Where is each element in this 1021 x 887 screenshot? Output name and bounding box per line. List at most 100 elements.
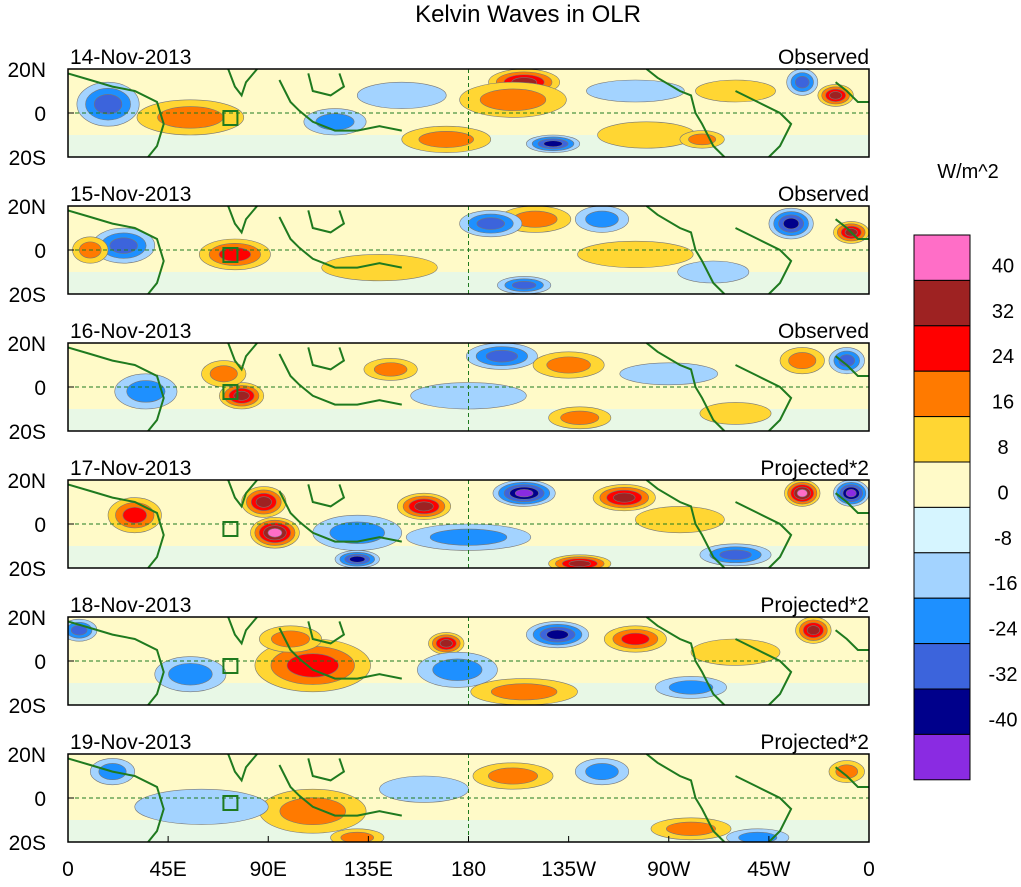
colorbar-tick-label: 0 [997, 482, 1008, 504]
y-tick-label: 0 [34, 240, 46, 263]
coastline [645, 754, 726, 842]
anomaly-contour [783, 217, 800, 230]
y-tick-label: 20N [7, 470, 46, 493]
colorbar-swatch [913, 643, 971, 690]
map-panel: 20N 0 20S 14-Nov-2013 Observed [7, 46, 870, 170]
colorbar-tick-label: 32 [992, 301, 1014, 323]
x-tick-label: 135W [541, 858, 596, 881]
anomaly-contour [795, 76, 810, 89]
panel-kind: Observed [778, 46, 869, 69]
region-box [222, 110, 239, 126]
colorbar-tick-label: 24 [992, 346, 1014, 368]
anomaly-contour [255, 496, 272, 508]
coastline [834, 629, 869, 651]
coastlines [68, 480, 869, 568]
colorbar-swatch [913, 461, 971, 508]
coastline [645, 480, 726, 568]
coastline [225, 617, 258, 646]
x-tick-label: 45E [149, 858, 186, 881]
y-tick-label: 20N [7, 744, 46, 767]
y-tick-label: 0 [34, 514, 46, 537]
y-tick-label: 20N [7, 59, 46, 82]
coastline [645, 617, 726, 705]
map-panel: 20N 0 20S 15-Nov-2013 Observed [7, 183, 870, 307]
anomaly-contour [738, 831, 778, 842]
anomaly-contour [418, 130, 474, 148]
anomaly-contour [432, 658, 483, 681]
colorbar-swatch [913, 234, 971, 281]
anomaly-contour [315, 113, 355, 131]
colorbar-tick-label: 16 [992, 392, 1014, 414]
anomaly-contour [668, 680, 714, 695]
coastline [834, 81, 869, 103]
coastline [307, 73, 346, 97]
anomaly-field [68, 206, 869, 294]
coastline [225, 69, 258, 98]
map-panel: 20N 0 20S 19-Nov-2013 Projected*2 [7, 731, 870, 855]
colorbar-tick-label: -8 [994, 528, 1012, 550]
colorbar-swatch [913, 733, 971, 781]
anomaly-contour [134, 788, 269, 825]
x-tick-label: 180 [451, 858, 486, 881]
y-tick-label: 0 [34, 651, 46, 674]
anomaly-contour [838, 354, 855, 367]
colorbar-swatch [913, 688, 971, 735]
anomaly-contour [560, 410, 600, 425]
y-tick-label: 0 [34, 103, 46, 126]
panel-date: 19-Nov-2013 [70, 731, 191, 754]
coastline [278, 490, 402, 543]
panel-date: 14-Nov-2013 [70, 46, 191, 69]
coastlines [68, 754, 869, 842]
coastline [645, 343, 726, 431]
panel-kind: Projected*2 [760, 731, 869, 754]
x-tick-label: 135E [344, 858, 393, 881]
anomaly-contour [835, 764, 859, 779]
colorbar-swatch [913, 416, 971, 463]
anomaly-contour [829, 91, 843, 100]
region-box [222, 795, 239, 811]
anomaly-contour [619, 362, 718, 386]
coastline [225, 480, 258, 509]
anomaly-contour [340, 831, 374, 842]
panel-kind: Observed [778, 183, 869, 206]
y-tick-label: 20N [7, 333, 46, 356]
y-tick-label: 20S [9, 832, 46, 855]
coastline [645, 69, 726, 157]
panel-stack: 20N 0 20S 14-Nov-2013 Observed 20N 0 20S 15-Nov-… [7, 46, 870, 855]
coastline [834, 218, 869, 240]
colorbar-swatch [913, 597, 971, 645]
anomaly-contour [806, 625, 820, 636]
anomaly-contour [796, 489, 808, 498]
panel-date: 16-Nov-2013 [70, 320, 191, 343]
coastline [834, 492, 869, 514]
colorbar-tick-label: 8 [997, 437, 1008, 459]
region-box [222, 658, 239, 674]
y-tick-label: 20N [7, 196, 46, 219]
colorbar-swatch [913, 370, 971, 418]
anomaly-contour [209, 365, 238, 383]
anomaly-contour [279, 797, 346, 826]
anomaly-contour [479, 88, 547, 111]
coastline [735, 227, 793, 294]
anomaly-contour [511, 280, 537, 290]
coastline [278, 353, 402, 406]
anomaly-contour [485, 350, 518, 363]
coastline [307, 621, 346, 645]
coastline [278, 79, 402, 132]
coastline [278, 627, 402, 680]
anomaly-contour [546, 356, 591, 374]
anomaly-contour [568, 560, 591, 567]
colorbar: W/m^2 40 32 24 16 8 0 -8 -16 -24 -32 -40 [913, 161, 1018, 781]
colorbar-swatch [913, 279, 971, 327]
coastline [68, 72, 165, 157]
colorbar-tick-label: -40 [989, 709, 1018, 731]
coastline [735, 638, 793, 705]
anomaly-contour [666, 821, 716, 836]
anomaly-contour [845, 489, 857, 498]
x-tick-label: 90E [250, 858, 287, 881]
anomaly-contour [267, 528, 283, 538]
panel-kind: Projected*2 [760, 594, 869, 617]
colorbar-tick-label: -24 [989, 619, 1018, 641]
anomaly-contour [585, 763, 619, 781]
panel-date: 15-Nov-2013 [70, 183, 191, 206]
